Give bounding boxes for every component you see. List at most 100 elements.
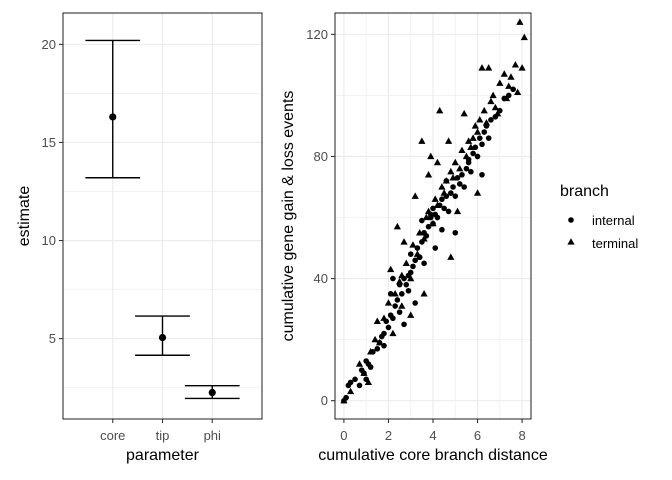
point-internal: [452, 229, 459, 236]
point-terminal: [514, 88, 522, 96]
panel-b-points: [340, 18, 528, 404]
point-terminal: [398, 302, 406, 309]
point-internal: [414, 245, 421, 251]
legend-label-internal: internal: [592, 213, 635, 228]
errorbar-phi: [184, 384, 240, 400]
point-terminal: [346, 387, 355, 395]
point-internal: [434, 214, 441, 221]
x-tick-label: 0: [340, 428, 347, 443]
point-terminal: [469, 134, 477, 141]
point-terminal: [480, 106, 488, 114]
estimate-point: [109, 113, 117, 121]
point-terminal: [360, 369, 368, 376]
point-internal: [445, 208, 452, 215]
point-terminal: [418, 137, 426, 144]
point-terminal: [447, 167, 455, 175]
point-terminal: [451, 158, 459, 166]
point-terminal: [465, 137, 473, 144]
x-tick-label: 2: [385, 428, 392, 443]
point-terminal: [505, 82, 513, 89]
point-internal: [439, 196, 445, 203]
point-terminal: [433, 201, 442, 208]
point-terminal: [340, 396, 348, 404]
point-internal: [485, 135, 492, 141]
y-tick-label: 120: [306, 27, 328, 42]
point-terminal: [511, 61, 520, 68]
point-internal: [399, 291, 405, 297]
point-internal: [479, 171, 485, 178]
point-terminal: [478, 64, 486, 71]
point-terminal: [518, 64, 526, 71]
point-terminal: [520, 33, 528, 41]
point-terminal: [438, 183, 446, 190]
y-tick-label: 40: [314, 271, 328, 286]
x-tick-label: tip: [156, 428, 170, 443]
point-internal: [407, 251, 414, 257]
point-internal: [430, 205, 436, 212]
point-internal: [425, 223, 432, 230]
estimate-point: [208, 388, 216, 397]
point-terminal: [493, 109, 502, 117]
point-terminal: [473, 128, 482, 135]
point-terminal: [420, 290, 428, 297]
point-terminal: [407, 311, 415, 318]
y-tick-label: 80: [314, 149, 328, 164]
point-terminal: [384, 299, 393, 306]
point-internal: [481, 129, 488, 135]
point-internal: [410, 263, 416, 270]
y-tick-label: 15: [42, 135, 56, 150]
point-internal: [454, 175, 461, 181]
point-internal: [441, 205, 447, 212]
x-tick-label: 4: [429, 428, 436, 443]
panel-a-errorbars: [85, 39, 240, 400]
point-internal: [488, 117, 494, 123]
point-terminal: [440, 189, 448, 196]
point-terminal: [402, 259, 410, 266]
panel-a-x-axis-title: parameter: [126, 447, 200, 464]
point-terminal: [395, 277, 404, 285]
point-terminal: [427, 152, 435, 160]
legend-key-internal: [568, 217, 574, 223]
point-terminal: [453, 207, 462, 215]
point-internal: [412, 300, 418, 306]
point-terminal: [491, 103, 499, 111]
point-terminal: [476, 116, 484, 123]
point-terminal: [444, 137, 453, 144]
point-internal: [405, 287, 412, 294]
point-internal: [461, 184, 467, 190]
point-terminal: [482, 119, 491, 126]
point-terminal: [507, 73, 515, 80]
point-internal: [385, 324, 392, 331]
point-terminal: [400, 238, 408, 245]
point-terminal: [442, 177, 450, 184]
point-terminal: [433, 158, 442, 166]
point-terminal: [420, 235, 428, 242]
point-terminal: [489, 91, 497, 99]
point-terminal: [487, 97, 495, 105]
point-internal: [381, 342, 387, 349]
x-tick-label: 8: [518, 428, 525, 443]
point-internal: [394, 297, 401, 303]
scatter-panel: 0 40 80 120 0 2 4 6 8 cumulative core branch dis…: [280, 12, 548, 464]
series-terminal: [340, 18, 528, 404]
point-internal: [367, 364, 374, 370]
point-terminal: [367, 348, 375, 355]
point-internal: [470, 150, 476, 157]
point-internal: [421, 260, 427, 267]
legend-label-terminal: terminal: [592, 236, 638, 251]
y-tick-label: 0: [321, 393, 328, 408]
point-internal: [387, 291, 394, 297]
y-tick-label: 10: [42, 233, 56, 248]
x-tick-label: phi: [204, 428, 221, 443]
panel-b-y-axis-title: cumulative gene gain & loss events: [280, 91, 297, 342]
point-internal: [452, 193, 459, 199]
point-internal: [392, 303, 398, 309]
point-internal: [479, 141, 485, 148]
panel-b-ticks: 0 40 80 120 0 2 4 6 8: [306, 27, 525, 443]
point-terminal: [409, 241, 417, 248]
point-terminal: [373, 317, 381, 324]
panel-b-gridlines: [335, 13, 531, 419]
point-internal: [465, 159, 472, 166]
x-tick-label: core: [100, 428, 125, 443]
point-terminal: [473, 189, 482, 196]
